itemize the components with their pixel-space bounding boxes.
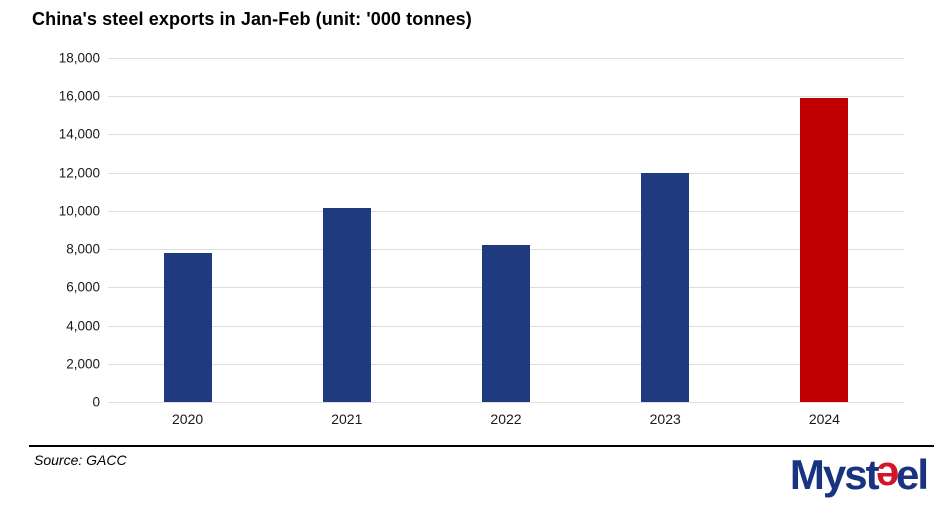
y-axis-tick-label: 18,000 — [58, 50, 100, 66]
bar-2022 — [482, 244, 530, 402]
y-axis-tick-label: 16,000 — [58, 88, 100, 104]
x-axis-tick-label: 2021 — [331, 411, 363, 427]
footer-divider — [29, 445, 934, 447]
source-note: Source: GACC — [34, 452, 127, 468]
bar-2024 — [800, 98, 849, 402]
plot-area: 0 2,000 4,000 6,000 8,000 10,000 12,000 14,000 1… — [59, 51, 904, 427]
y-axis-tick-label: 14,000 — [58, 126, 100, 142]
y-axis-tick-label: 0 — [92, 394, 100, 410]
x-axis-tick-label: 2024 — [808, 411, 840, 427]
bar-2021 — [322, 208, 371, 402]
y-axis-tick-label: 8,000 — [66, 241, 100, 257]
gridline — [108, 96, 904, 98]
bar-2020 — [163, 252, 212, 402]
gridline — [108, 210, 904, 212]
y-axis-tick-label: 6,000 — [66, 279, 100, 295]
logo-blue-e-icon: e — [895, 451, 919, 498]
logo-text-l: l — [917, 451, 929, 498]
chart-title: China's steel exports in Jan-Feb (unit: … — [32, 9, 472, 29]
gridline — [108, 134, 904, 136]
x-axis-tick-label: 2022 — [490, 411, 522, 427]
x-axis-tick-label: 2020 — [172, 411, 204, 427]
logo-red-e-icon: e — [877, 454, 899, 501]
y-axis-tick-label: 12,000 — [58, 165, 100, 181]
bar-slot-2020: 2020 — [108, 58, 267, 427]
bar-slot-2022: 2022 — [426, 58, 585, 427]
gridline — [108, 58, 904, 59]
bar-slot-2023: 2023 — [586, 58, 745, 427]
y-axis-tick-label: 4,000 — [66, 318, 100, 334]
bars-layer: 2020 2021 2022 2023 2024 — [108, 58, 904, 427]
logo-text-myst: Myst — [789, 451, 880, 498]
mysteel-logo: Mysteel — [789, 451, 929, 502]
gridline — [108, 172, 904, 174]
bar-slot-2024: 2024 — [745, 58, 904, 427]
gridline — [108, 402, 904, 403]
bar-2023 — [641, 172, 690, 402]
x-axis-tick-label: 2023 — [649, 411, 681, 427]
y-axis-tick-label: 10,000 — [58, 203, 100, 219]
bar-slot-2021: 2021 — [267, 58, 426, 427]
y-axis-tick-label: 2,000 — [66, 356, 100, 372]
